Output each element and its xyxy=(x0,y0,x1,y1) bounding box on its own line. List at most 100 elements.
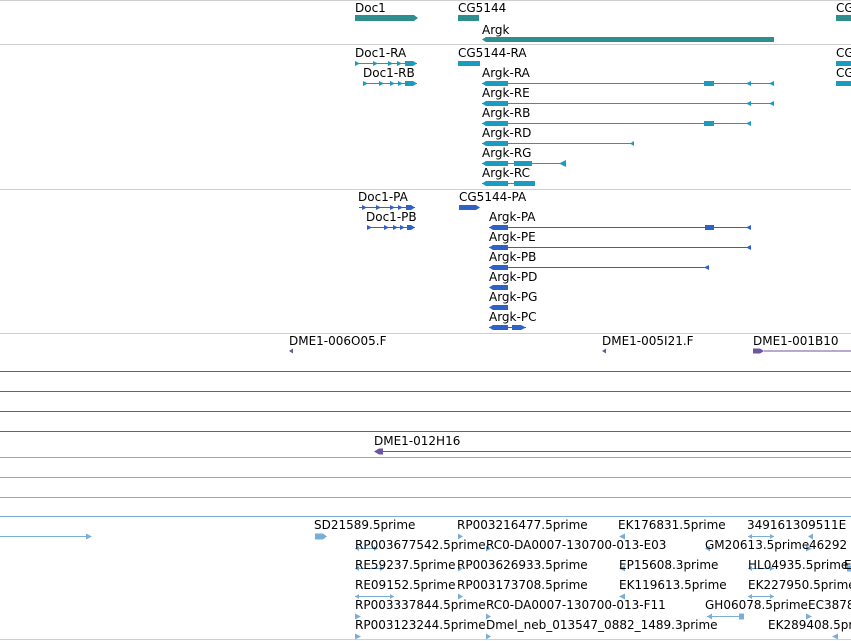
protein-doc1-pb-glyph[interactable] xyxy=(367,225,415,230)
transcript-label[interactable]: Argk-RG xyxy=(482,146,532,160)
est-rc0-e03-glyph[interactable] xyxy=(486,545,491,552)
clone-label[interactable]: DME1-012H16 xyxy=(374,434,461,448)
transcript-label[interactable]: CG xyxy=(836,66,851,80)
transcript-label[interactable]: Argk-RE xyxy=(482,86,530,100)
est-label[interactable]: RP003626933.5prime xyxy=(457,558,588,572)
transcript-argk-rd-glyph[interactable] xyxy=(482,141,634,146)
est-label[interactable]: RE09152.5prime xyxy=(355,578,456,592)
clone-dme1-005i21-glyph[interactable] xyxy=(602,348,606,354)
est-left-glyph[interactable] xyxy=(0,533,92,540)
est-gm20613-glyph[interactable] xyxy=(705,545,710,552)
est-label[interactable]: EK119613.5prime xyxy=(619,578,727,592)
protein-label[interactable]: Argk-PB xyxy=(489,250,537,264)
est-label[interactable]: RP003123244.5prime xyxy=(355,618,486,632)
est-label[interactable]: EK289408.5prime xyxy=(768,618,851,632)
transcript-doc1-rb-glyph[interactable] xyxy=(363,81,417,86)
gene-argk-glyph[interactable] xyxy=(482,37,774,42)
est-label[interactable]: RE59237.5prime xyxy=(355,558,456,572)
est-ec3878-glyph[interactable] xyxy=(806,613,812,620)
est-rp003173708-glyph[interactable] xyxy=(458,593,463,600)
est-dmel-neb-glyph[interactable] xyxy=(486,633,491,640)
est-ek119613-glyph[interactable] xyxy=(619,593,625,600)
protein-argk-pd-glyph[interactable] xyxy=(489,285,508,290)
est-sd21589-glyph[interactable] xyxy=(315,533,327,540)
est-rp003337844-glyph[interactable] xyxy=(355,613,361,620)
transcript-label[interactable]: Doc1-RA xyxy=(355,46,407,60)
clone-dme1-001b10-glyph[interactable] xyxy=(753,348,851,354)
protein-label[interactable]: Doc1-PB xyxy=(366,210,417,224)
gene-label[interactable]: CG5144 xyxy=(458,1,507,15)
est-label[interactable]: EK227950.5prime xyxy=(748,578,851,592)
est-rp003626933-glyph[interactable] xyxy=(458,565,463,572)
est-label[interactable]: E xyxy=(844,558,851,572)
gene-label[interactable]: Doc1 xyxy=(355,1,386,15)
protein-doc1-pa-glyph[interactable] xyxy=(359,205,415,210)
protein-label[interactable]: Argk-PD xyxy=(489,270,538,284)
est-label[interactable]: Dmel_neb_013547_0882_1489.3prime xyxy=(486,618,718,632)
transcript-argk-re-glyph[interactable] xyxy=(482,101,774,106)
clone-label[interactable]: DME1-005I21.F xyxy=(602,334,694,348)
protein-label[interactable]: CG5144-PA xyxy=(459,190,527,204)
est-re59237-glyph[interactable] xyxy=(355,566,384,571)
est-rp003677542-glyph[interactable] xyxy=(355,546,378,551)
est-label[interactable]: SD21589.5prime xyxy=(314,518,416,532)
transcript-argk-rb-glyph[interactable] xyxy=(482,121,751,126)
est-ek176831-glyph[interactable] xyxy=(619,533,625,540)
est-rc0-f11-glyph[interactable] xyxy=(486,613,491,620)
transcript-label[interactable]: CG5144-RA xyxy=(458,46,527,60)
transcript-label[interactable]: Argk-RC xyxy=(482,166,530,180)
est-label[interactable]: EP15608.3prime xyxy=(619,558,719,572)
transcript-argk-ra-glyph[interactable] xyxy=(482,81,774,86)
protein-label[interactable]: Doc1-PA xyxy=(358,190,408,204)
gene-label[interactable]: CG xyxy=(836,1,851,15)
est-label[interactable]: GH06078.5prime xyxy=(705,598,808,612)
transcript-label[interactable]: Argk-RB xyxy=(482,106,531,120)
est-label[interactable]: 349161309511E xyxy=(747,518,847,532)
transcript-argk-rc-glyph[interactable] xyxy=(482,181,535,186)
est-label[interactable]: RP003337844.5prime xyxy=(355,598,486,612)
est-349161309511-glyph[interactable] xyxy=(748,534,774,539)
est-label[interactable]: HL04935.5prime xyxy=(748,558,849,572)
clone-dme1-006o05-glyph[interactable] xyxy=(289,348,293,354)
protein-label[interactable]: Argk-PA xyxy=(489,210,536,224)
est-gh06078-glyph[interactable] xyxy=(707,613,744,620)
est-right-glyph[interactable] xyxy=(847,565,851,572)
est-ek289408-glyph[interactable] xyxy=(832,633,838,640)
gene-label[interactable]: Argk xyxy=(482,23,510,37)
est-ep15608-glyph[interactable] xyxy=(619,565,625,572)
est-label[interactable]: 46292 xyxy=(809,538,848,552)
transcript-label[interactable]: Doc1-RB xyxy=(363,66,415,80)
clone-label[interactable]: DME1-006O05.F xyxy=(289,334,387,348)
protein-argk-pa-glyph[interactable] xyxy=(489,225,751,230)
est-hl04935-glyph[interactable] xyxy=(748,566,774,571)
transcript-doc1-ra-glyph[interactable] xyxy=(355,61,417,66)
transcript-label[interactable]: Argk-RD xyxy=(482,126,532,140)
est-right-glyph[interactable] xyxy=(808,533,813,540)
clone-dme1-012h16-glyph[interactable] xyxy=(374,448,851,455)
transcript-label[interactable]: CG xyxy=(836,46,851,60)
est-re09152-glyph[interactable] xyxy=(355,594,394,599)
est-label[interactable]: RC0-DA0007-130700-013-F11 xyxy=(486,598,666,612)
transcript-cg5144-ra-glyph[interactable] xyxy=(458,61,480,66)
est-label[interactable]: GM20613.5prime xyxy=(705,538,810,552)
protein-argk-pb-glyph[interactable] xyxy=(489,265,709,270)
est-label[interactable]: RP003216477.5prime xyxy=(457,518,588,532)
transcript-argk-rg-glyph[interactable] xyxy=(482,160,566,167)
est-rp003123244-glyph[interactable] xyxy=(355,633,361,640)
protein-argk-pg-glyph[interactable] xyxy=(489,305,508,310)
protein-cg5144-pa-glyph[interactable] xyxy=(459,205,480,210)
est-label[interactable]: EC3878 xyxy=(808,598,851,612)
protein-label[interactable]: Argk-PG xyxy=(489,290,538,304)
protein-argk-pe-glyph[interactable] xyxy=(489,245,751,250)
est-ek227950-glyph[interactable] xyxy=(748,594,774,599)
transcript-label[interactable]: Argk-RA xyxy=(482,66,530,80)
est-label[interactable]: RC0-DA0007-130700-013-E03 xyxy=(486,538,667,552)
est-rp003216477-glyph[interactable] xyxy=(458,533,463,540)
gene-cg-glyph[interactable] xyxy=(836,15,851,21)
clone-label[interactable]: DME1-001B10 xyxy=(753,334,839,348)
protein-argk-pc-glyph[interactable] xyxy=(489,325,526,330)
protein-label[interactable]: Argk-PE xyxy=(489,230,536,244)
transcript-cg-glyph[interactable] xyxy=(836,61,851,66)
gene-cg5144-glyph[interactable] xyxy=(458,15,479,21)
est-label[interactable]: RP003677542.5prime xyxy=(355,538,486,552)
